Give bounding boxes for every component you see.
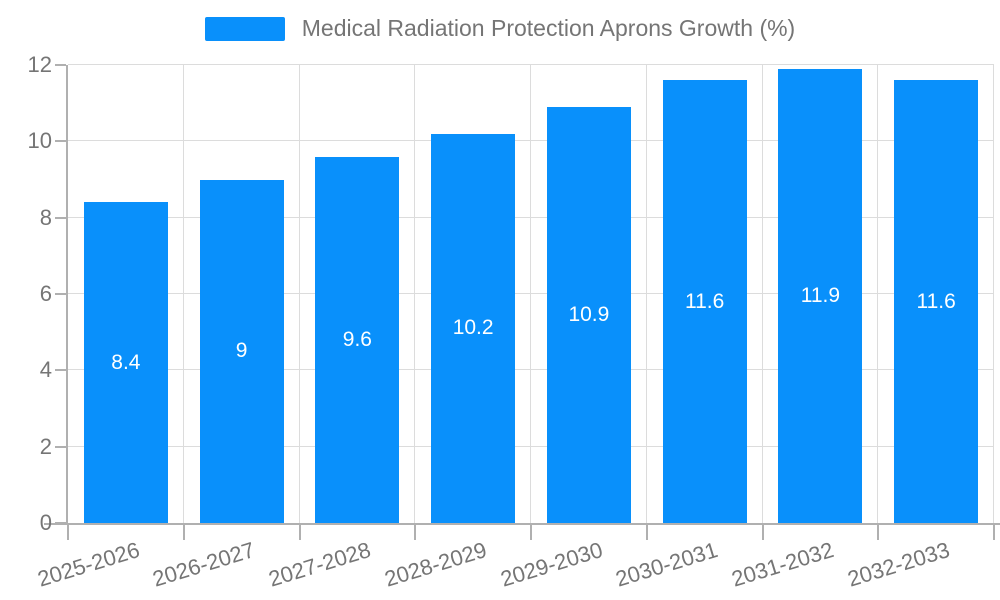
bar-2027-2028[interactable]: 9.6 [315, 156, 400, 523]
bar-value-label: 11.6 [684, 289, 725, 313]
y-axis-labels: 0 2 4 6 8 10 12 [0, 52, 52, 535]
gridline-vertical [298, 65, 300, 523]
x-tick-label: 2032-2033 [844, 537, 953, 592]
gridline-vertical [877, 65, 879, 523]
plot-area: 8.4 9 9.6 10.2 10.9 11.6 11.9 11.6 [44, 64, 1000, 540]
y-tick-label: 8 [39, 204, 52, 230]
gridline-horizontal [68, 445, 994, 447]
bar-value-label: 9.6 [342, 327, 372, 351]
y-axis-tick [55, 522, 66, 524]
y-tick-label: 12 [27, 52, 52, 77]
gridline-horizontal [68, 216, 994, 218]
gridline-horizontal [68, 140, 994, 142]
y-axis-tick [55, 216, 66, 219]
y-axis-tick [55, 140, 66, 143]
x-axis-tick [877, 523, 880, 540]
gridline-horizontal [68, 293, 994, 294]
x-tick-label: 2025-2026 [34, 537, 143, 592]
x-axis-tick [530, 523, 532, 540]
gridline-vertical [530, 65, 531, 523]
x-axis-tick [67, 523, 69, 540]
y-axis-tick [55, 369, 66, 372]
y-tick-label: 4 [39, 357, 52, 383]
y-tick-label: 6 [39, 281, 52, 306]
bar-2026-2027[interactable]: 9 [199, 179, 284, 523]
x-axis-tick [761, 523, 764, 540]
bar-2031-2032[interactable]: 11.9 [778, 68, 863, 523]
y-axis-line [66, 65, 68, 523]
y-tick-label: 2 [39, 433, 52, 459]
x-axis-tick [414, 523, 417, 540]
bar-2030-2031[interactable]: 11.6 [662, 80, 747, 523]
x-axis-tick [182, 523, 185, 540]
gridline-horizontal [68, 64, 994, 65]
y-tick-label: 10 [27, 128, 52, 154]
x-axis-tick [298, 523, 301, 540]
bar-value-label: 11.6 [916, 289, 956, 313]
bar-2025-2026[interactable]: 8.4 [83, 202, 168, 523]
bar-2028-2029[interactable]: 10.2 [431, 133, 516, 523]
bar-value-label: 10.9 [568, 302, 610, 326]
x-tick-label: 2028-2029 [381, 537, 490, 592]
bar-value-label: 11.9 [800, 283, 841, 307]
gridline-vertical [414, 65, 416, 523]
x-tick-label: 2030-2031 [613, 537, 721, 592]
gridline-vertical [993, 65, 994, 523]
y-axis-tick [55, 293, 66, 295]
bar-value-label: 8.4 [111, 350, 141, 374]
legend-swatch-icon [204, 16, 285, 41]
y-axis-tick [55, 445, 66, 448]
x-tick-label: 2026-2027 [150, 537, 258, 592]
bar-2032-2033[interactable]: 11.6 [894, 80, 979, 523]
gridline-horizontal [68, 369, 994, 371]
gridline-vertical [761, 65, 763, 523]
x-axis-tick [645, 523, 648, 540]
x-tick-label: 2029-2030 [497, 537, 606, 592]
y-tick-label: 0 [39, 510, 52, 535]
gridline-vertical [645, 65, 647, 523]
legend: Medical Radiation Protection Aprons Grow… [0, 15, 1000, 42]
legend-item[interactable]: Medical Radiation Protection Aprons Grow… [204, 15, 796, 42]
x-axis-tick [993, 523, 995, 540]
x-tick-label: 2027-2028 [265, 537, 374, 592]
x-axis-line [44, 523, 1000, 525]
y-axis-tick [55, 64, 66, 66]
legend-label: Medical Radiation Protection Aprons Grow… [301, 15, 796, 41]
bar-value-label: 9 [235, 339, 248, 363]
bar-value-label: 10.2 [452, 316, 494, 340]
x-tick-label: 2031-2032 [728, 537, 837, 592]
gridline-vertical [182, 65, 184, 523]
bar-2029-2030[interactable]: 10.9 [546, 106, 631, 523]
